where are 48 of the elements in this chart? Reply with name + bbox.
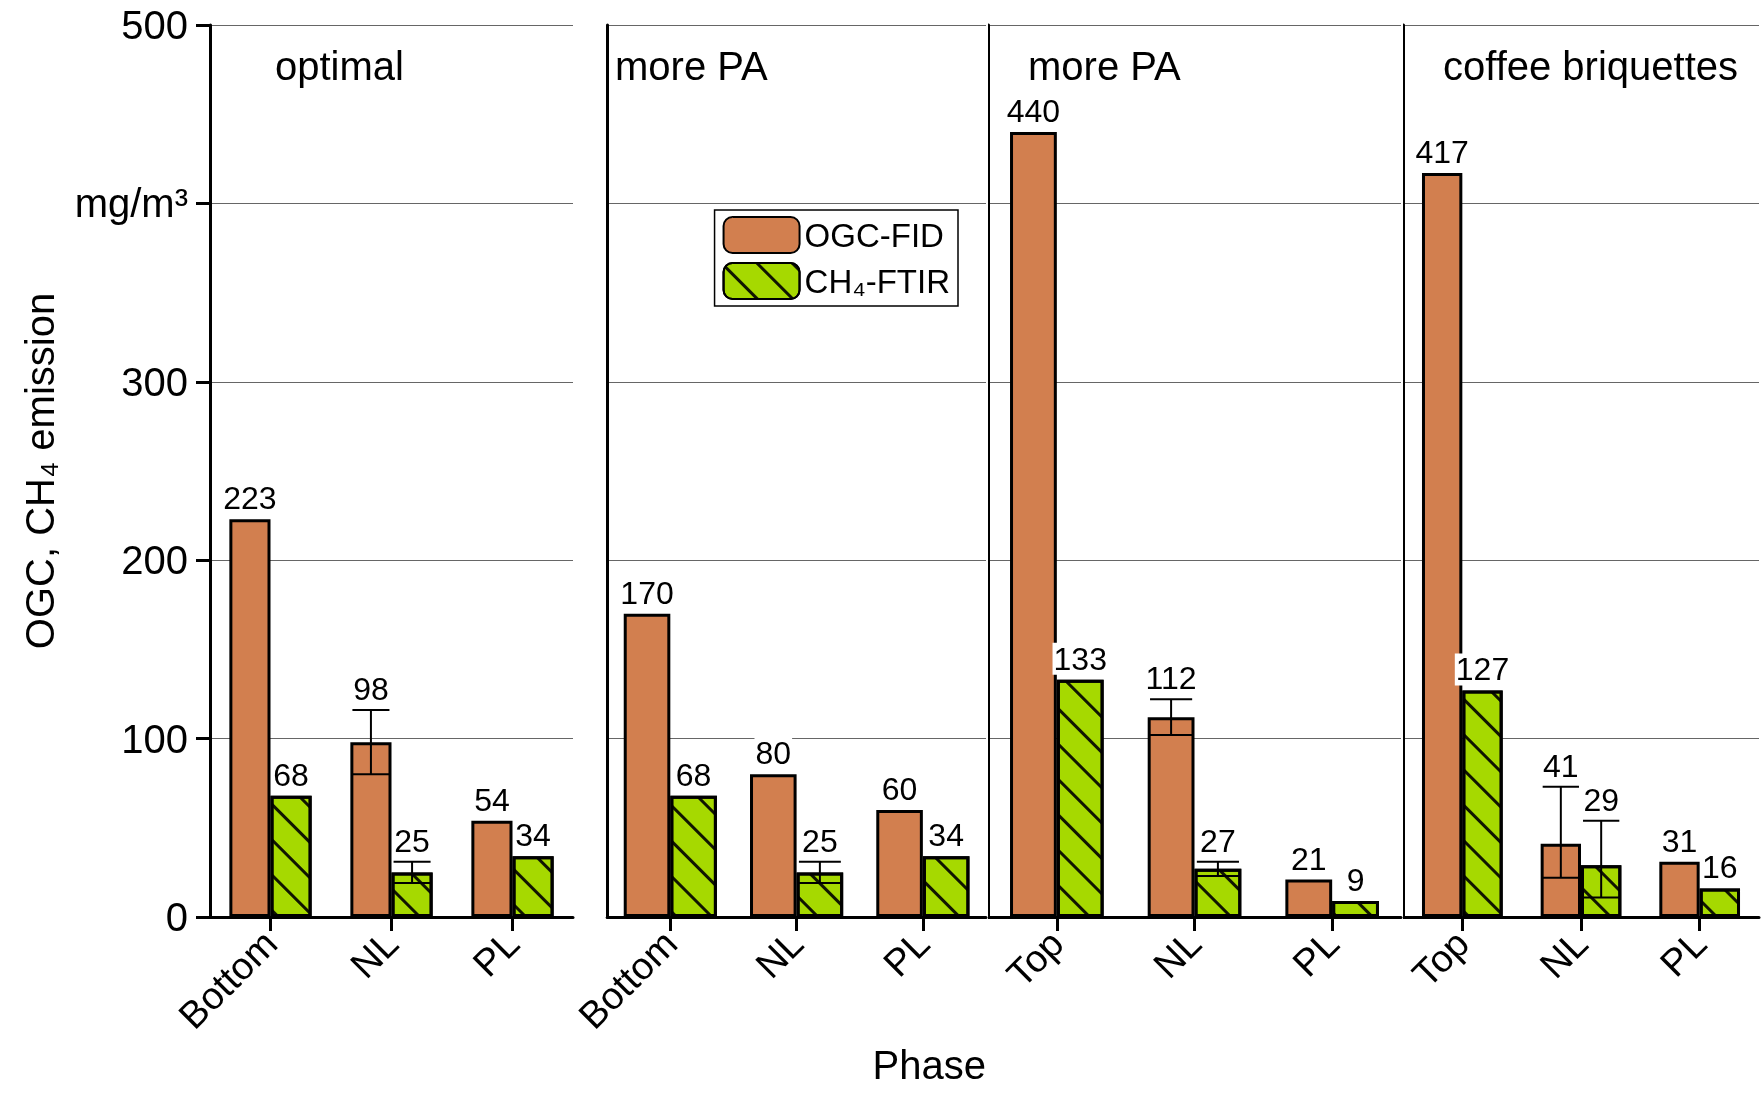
data-label: 417 [1415,134,1469,171]
data-label: 80 [755,735,792,772]
x-tick-label: PL [875,922,938,985]
data-label: 68 [675,756,712,793]
data-label: 127 [1455,651,1510,688]
y-tick-label: 0 [165,895,188,939]
data-label: 21 [1290,840,1327,877]
x-tick-label: Top [998,922,1072,996]
data-label: 27 [1200,822,1236,859]
x-tick-label: NL [1145,922,1210,987]
y-tick-label: 500 [121,3,188,47]
legend-label: OGC-FID [804,216,944,254]
data-label: 16 [1702,849,1738,886]
data-label: 34 [515,817,551,854]
x-tick-label: PL [1284,922,1348,985]
data-label: 68 [273,756,309,793]
data-label: 25 [802,822,838,859]
y-tick-label: 100 [121,716,188,761]
legend-label: CH₄-FTIR [804,262,951,300]
x-tick-label: NL [342,922,407,987]
data-label: 29 [1583,781,1619,818]
data-label: 440 [1006,93,1061,130]
x-axis-title: Phase [872,1043,986,1087]
x-tick-label: PL [464,922,528,985]
data-label: 25 [394,822,430,859]
text: optimal [275,44,404,88]
data-label: 133 [1053,640,1107,677]
y-axis-title: OGC, CH₄ emission [18,292,62,650]
x-tick-label: Top [1404,922,1478,996]
text: more PA [615,44,768,88]
data-label: 112 [1145,660,1197,697]
text: coffee briquettes [1443,44,1739,88]
x-tick-label: NL [1531,922,1596,987]
data-label: 9 [1346,861,1365,898]
data-label: 34 [928,817,964,854]
data-label: 31 [1661,822,1698,859]
y-tick-label: 200 [121,538,188,583]
text: more PA [1028,44,1181,88]
x-tick-label: PL [1651,922,1715,985]
y-tick-label: 300 [121,359,188,404]
data-label: 54 [474,781,510,818]
data-label: 41 [1543,747,1579,784]
data-label: 170 [620,574,674,611]
x-tick-label: NL [747,922,812,987]
data-label: 60 [881,770,918,807]
y-tick-label: mg/m³ [74,181,188,226]
data-label: 223 [223,480,277,517]
data-label: 98 [353,671,389,708]
